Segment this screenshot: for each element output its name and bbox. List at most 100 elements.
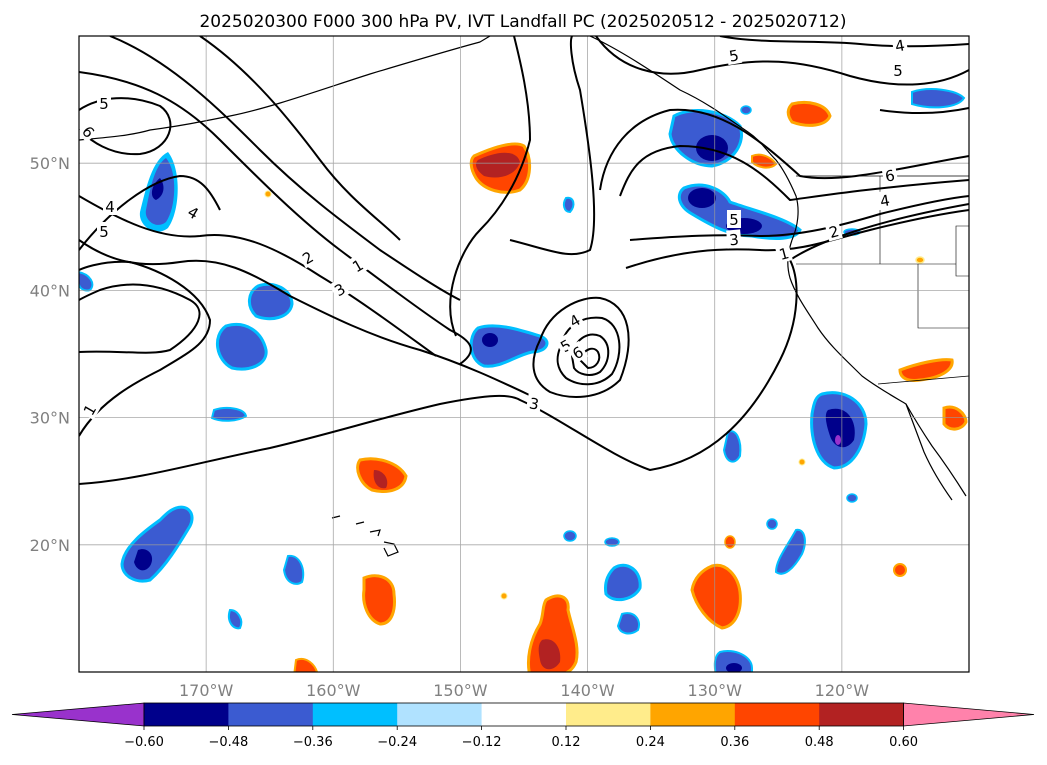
colorbar-tick-label: −0.48 — [208, 735, 248, 750]
positive-anomaly-blob — [751, 153, 778, 169]
pv-contour-label-group: 5 — [727, 210, 741, 229]
negative-anomaly-blob — [248, 282, 294, 321]
map-frame — [78, 35, 970, 673]
pv-contour — [879, 107, 969, 115]
alaska-coastline — [79, 36, 491, 141]
pv-label-background — [296, 245, 319, 269]
negative-anomaly-blob — [282, 554, 305, 585]
negative-anomaly-blob — [713, 650, 753, 672]
colorbar-bin — [566, 703, 651, 726]
pv-contour-label: 5 — [99, 95, 109, 113]
x-tick-label: 160°W — [306, 681, 361, 700]
negative-anomaly-blob — [846, 493, 858, 503]
x-tick-label: 140°W — [560, 681, 615, 700]
pv-contour-label-group: 5 — [725, 44, 743, 66]
pv-contour-label: 4 — [879, 191, 892, 210]
pv-contour — [109, 36, 461, 301]
x-tick-label: 170°W — [179, 681, 234, 700]
pv-label-background — [97, 94, 111, 112]
pv-contour-label: 5 — [728, 46, 741, 65]
negative-anomaly-core — [726, 663, 742, 672]
pv-contour-label-group: 5 — [97, 222, 111, 241]
pv-contour — [570, 333, 610, 376]
negative-anomaly-blob — [766, 518, 778, 530]
pv-contour-label: 5 — [893, 62, 903, 80]
y-tick-label: 20°N — [30, 536, 70, 555]
us-mexico-border — [877, 375, 969, 385]
negative-anomaly-blob — [228, 608, 243, 630]
negative-anomaly-min — [835, 435, 841, 445]
positive-anomaly-blob — [500, 592, 508, 600]
pv-contour-label: 2 — [827, 222, 841, 242]
colorbar-bin — [650, 703, 736, 726]
pv-contour-label-group: 6 — [566, 340, 589, 364]
pv-contour — [629, 195, 969, 241]
colorbar-tick-label: 0.24 — [636, 735, 665, 750]
hawaii-islands — [331, 515, 399, 557]
negative-anomaly-blob — [740, 105, 752, 115]
negative-anomaly-core — [134, 549, 153, 571]
negative-anomaly-blob — [210, 407, 248, 422]
negative-anomaly-core — [696, 135, 728, 161]
pv-label-background — [346, 253, 369, 277]
negative-anomaly-core — [825, 408, 855, 448]
pv-contour-label-group: 4 — [891, 36, 909, 56]
pv-contour-label: 3 — [728, 231, 739, 250]
pv-contour-label-group: 6 — [79, 120, 101, 143]
pv-label-background — [79, 398, 101, 421]
pv-contour — [595, 36, 969, 86]
pv-label-background — [566, 340, 589, 364]
positive-anomaly-blob — [798, 458, 806, 466]
x-tick-label: 130°W — [688, 681, 743, 700]
positive-anomaly-blob — [293, 658, 319, 672]
pv-label-background — [182, 200, 205, 224]
pv-contour-label-group: 3 — [328, 277, 351, 301]
pv-contour — [79, 283, 201, 354]
state-border — [796, 176, 969, 329]
negative-anomaly-blob — [562, 196, 575, 214]
negative-anomaly-blob — [911, 88, 966, 109]
pv-contour-label: 1 — [777, 244, 791, 264]
pv-contour — [79, 195, 437, 357]
colorbar-bin — [481, 703, 567, 726]
y-tick-label: 40°N — [30, 281, 70, 300]
pv-contour-label: 4 — [105, 198, 115, 216]
positive-anomaly-blob — [362, 574, 396, 626]
pv-contour — [625, 209, 969, 269]
negative-anomaly-blob — [774, 528, 806, 575]
pv-contour — [199, 36, 401, 241]
negative-anomaly-blob — [722, 430, 742, 463]
pv-contour-label-group: 4 — [563, 308, 586, 332]
pv-label-background — [725, 44, 743, 66]
pv-label-background — [563, 308, 586, 332]
positive-anomaly-core — [476, 152, 520, 178]
pv-contour — [79, 260, 212, 437]
colorbar-extend-high — [903, 702, 1035, 727]
positive-anomaly-blob — [893, 563, 907, 577]
colorbar-tick-label: 0.36 — [720, 735, 749, 750]
pv-label-background — [726, 229, 742, 249]
colorbar-bin — [144, 703, 229, 726]
colorbar-tick-label: −0.24 — [377, 735, 417, 750]
pv-label-background — [525, 392, 543, 414]
negative-anomaly-blob — [216, 323, 268, 371]
negative-anomaly-blob — [139, 152, 178, 232]
pv-contour-label-group: 1 — [346, 253, 369, 277]
colorbar-bin — [228, 703, 314, 726]
pv-contour-label-group: 2 — [296, 245, 319, 269]
pv-contour-label-group: 3 — [525, 392, 543, 414]
pv-label-background — [328, 277, 351, 301]
positive-anomaly-blob — [898, 358, 954, 382]
positive-anomaly-blob — [264, 190, 272, 198]
pv-contour-label-group: 5 — [97, 94, 111, 113]
us-west-coastline — [787, 239, 967, 497]
colorbar-bin — [734, 703, 820, 726]
positive-anomaly-blob — [724, 535, 736, 549]
pv-contour-label: 5 — [729, 211, 739, 229]
positive-anomaly-blob — [786, 101, 832, 127]
colorbar-bin — [397, 703, 483, 726]
pv-contour — [619, 144, 969, 202]
pv-label-background — [79, 120, 101, 143]
